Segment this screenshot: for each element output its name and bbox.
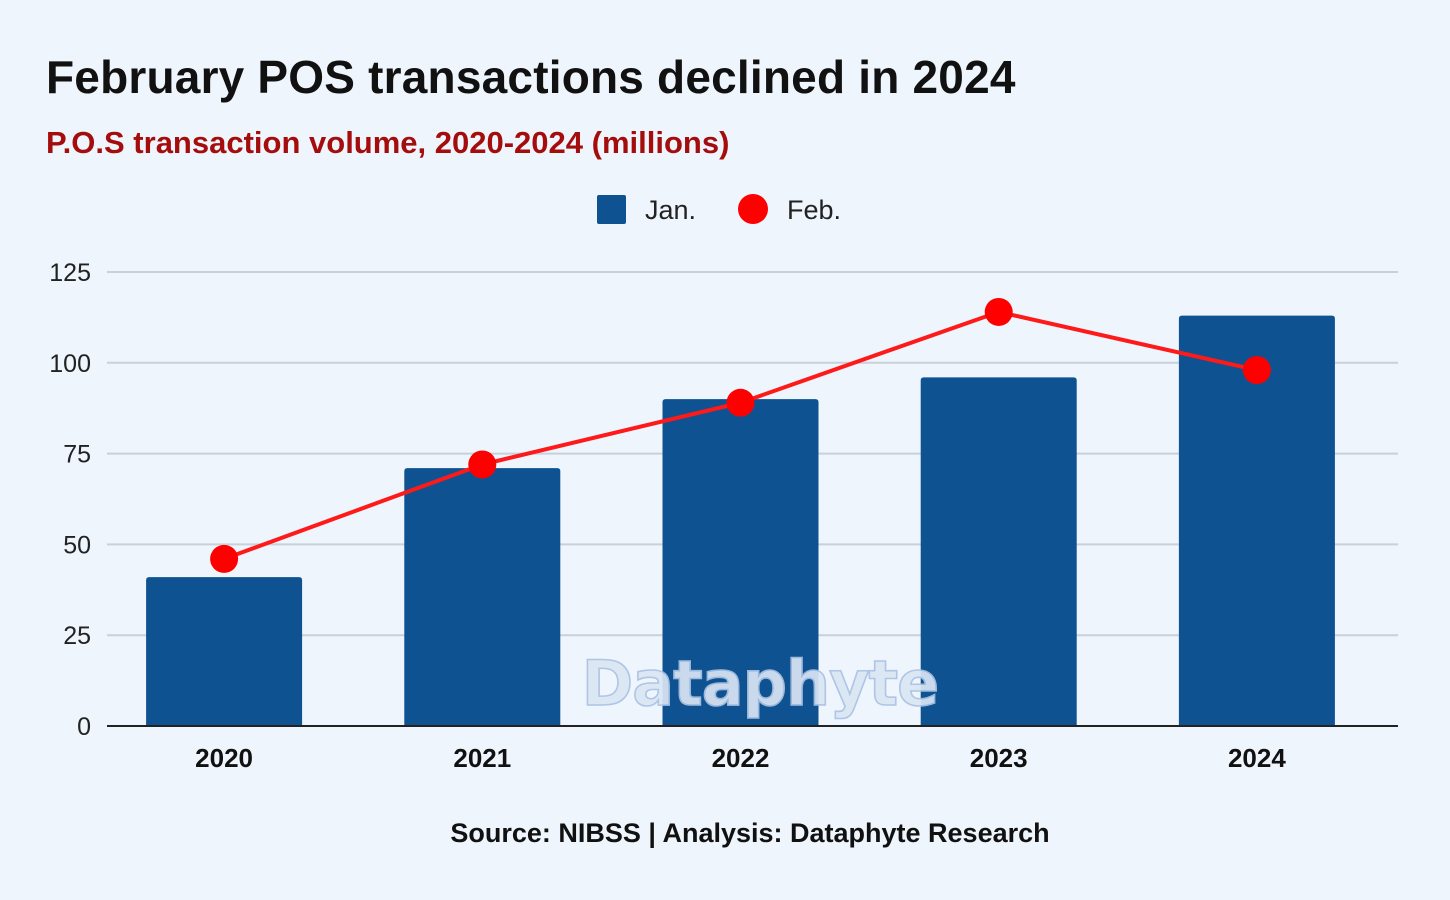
- chart-title: February POS transactions declined in 20…: [46, 51, 1016, 103]
- y-tick-label: 100: [49, 350, 91, 378]
- bar-jan-2020: [146, 577, 303, 726]
- watermark-text: Dataphyte: [582, 647, 938, 720]
- point-feb-2024: [1242, 356, 1271, 385]
- legend-swatch-feb: [738, 194, 768, 224]
- y-tick-label: 125: [49, 259, 91, 287]
- point-feb-2023: [984, 297, 1013, 326]
- legend-label-feb: Feb.: [787, 195, 841, 225]
- x-tick-label: 2020: [195, 743, 253, 773]
- x-tick-label: 2021: [453, 743, 511, 773]
- y-tick-label: 75: [63, 441, 91, 469]
- bar-jan-2023: [920, 377, 1077, 726]
- chart-subtitle: P.O.S transaction volume, 2020-2024 (mil…: [46, 125, 730, 160]
- bar-jan-2022: [662, 399, 819, 726]
- x-tick-label: 2022: [712, 743, 770, 773]
- y-tick-label: 25: [63, 622, 91, 650]
- y-tick-label: 50: [63, 531, 91, 559]
- y-tick-label: 0: [77, 713, 91, 741]
- bar-jan-2021: [404, 468, 561, 726]
- point-feb-2020: [210, 544, 239, 573]
- axes: 0 25 50 75 100 125 2020 2021 2022 2023 2024: [49, 259, 1398, 773]
- legend: Jan. Feb.: [597, 194, 841, 225]
- line-series: [210, 297, 1271, 573]
- bar-jan-2024: [1178, 315, 1335, 726]
- bar-series: [146, 315, 1335, 726]
- legend-label-jan: Jan.: [645, 195, 696, 225]
- point-feb-2021: [468, 450, 497, 479]
- x-tick-label: 2024: [1228, 743, 1286, 773]
- point-feb-2022: [726, 388, 755, 417]
- x-tick-label: 2023: [970, 743, 1028, 773]
- legend-swatch-jan: [597, 195, 626, 224]
- source-note: Source: NIBSS | Analysis: Dataphyte Rese…: [450, 818, 1050, 848]
- watermark: Dataphyte: [581, 646, 940, 721]
